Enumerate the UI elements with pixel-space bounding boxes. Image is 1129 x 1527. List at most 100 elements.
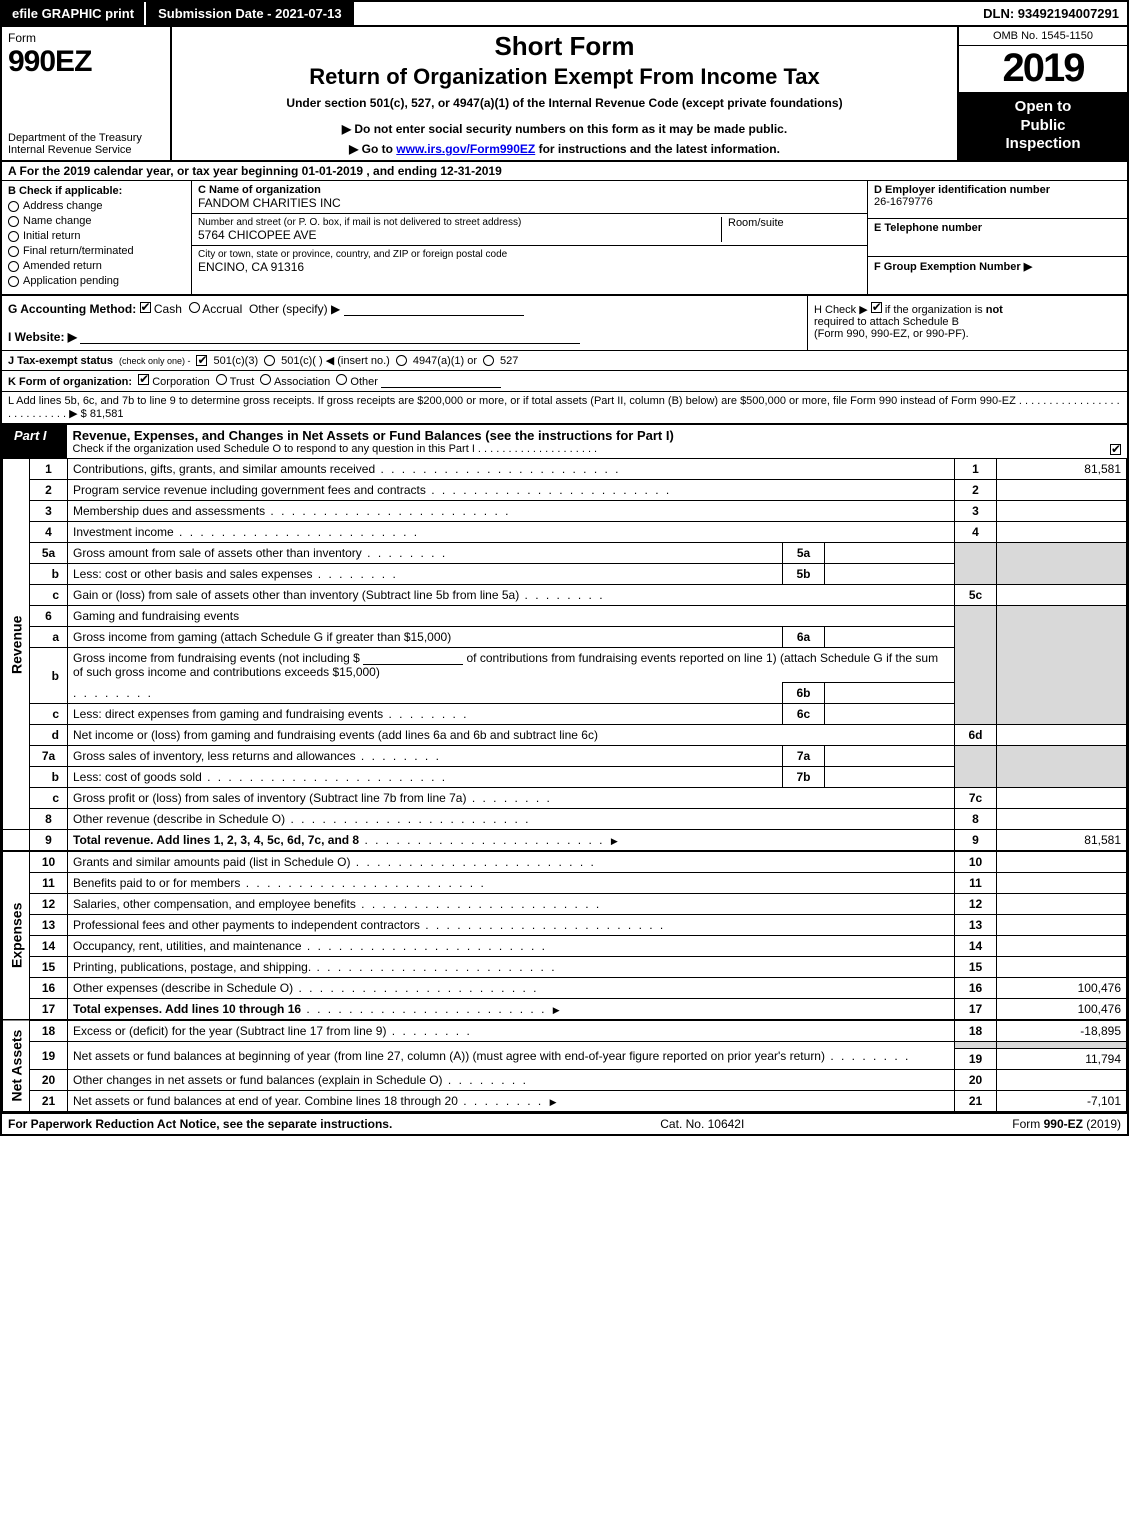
label-501c3: 501(c)(3) [213,355,258,367]
label-accrual: Accrual [202,302,242,316]
line-19-no: 19 [30,1042,68,1070]
checkbox-name-change[interactable] [8,216,19,227]
street-value: 5764 CHICOPEE AVE [198,228,721,242]
line-8-val [997,809,1127,830]
line-10-row: Expenses 10 Grants and similar amounts p… [3,851,1127,873]
header-center: Short Form Return of Organization Exempt… [172,27,957,160]
irs-label: Internal Revenue Service [8,144,164,156]
line-5b-desc: Less: cost or other basis and sales expe… [73,567,312,581]
line-5c-val [997,585,1127,606]
line-17-colno: 17 [955,999,997,1021]
line-10-colno: 10 [955,851,997,873]
line-16-colno: 16 [955,978,997,999]
checkbox-corporation[interactable] [138,374,149,385]
dots-icon [466,791,551,805]
line-7a-no: 7a [30,746,68,767]
line-20-row: 20 Other changes in net assets or fund b… [3,1070,1127,1091]
dots-icon [265,504,510,518]
line-21-no: 21 [30,1091,68,1112]
line-7b-minival [825,767,955,788]
info-block: B Check if applicable: Address change Na… [2,181,1127,296]
line-5a-row: 5a Gross amount from sale of assets othe… [3,543,1127,564]
short-form-title: Short Form [178,31,951,62]
line-2-row: 2 Program service revenue including gove… [3,480,1127,501]
shade-6-val [997,606,1127,725]
line-4-val [997,522,1127,543]
dots-icon [73,686,153,700]
line-10-val [997,851,1127,873]
section-j: J Tax-exempt status (check only one) - 5… [2,351,1127,371]
dots-icon [240,876,485,890]
line-6b-no: b [30,648,68,704]
checkbox-4947a1[interactable] [396,355,407,366]
checkbox-final-return[interactable] [8,246,19,257]
line-14-val [997,936,1127,957]
line-1-colno: 1 [955,459,997,480]
section-k: K Form of organization: Corporation Trus… [2,371,1127,392]
checkbox-other-org[interactable] [336,374,347,385]
line-20-val [997,1070,1127,1091]
checkbox-application-pending[interactable] [8,276,19,287]
line-16-row: 16 Other expenses (describe in Schedule … [3,978,1127,999]
checkbox-initial-return[interactable] [8,231,19,242]
checkbox-h[interactable] [871,302,882,313]
line-5c-colno: 5c [955,585,997,606]
line-1-no: 1 [30,459,68,480]
topbar-spacer [354,2,976,25]
form-word: Form [8,31,164,45]
label-amended-return: Amended return [23,260,102,272]
line-19-row-a: 19 Net assets or fund balances at beginn… [3,1042,1127,1049]
dots-icon [293,981,538,995]
checkbox-trust[interactable] [216,374,227,385]
label-501c-blank: 501(c)( ) ◀ (insert no.) [281,354,390,367]
line-8-desc: Other revenue (describe in Schedule O) [73,812,285,826]
line-6b-desc-pre: Gross income from fundraising events (no… [73,651,360,665]
label-address-change: Address change [23,200,103,212]
shade-7ab [955,746,997,788]
checkbox-501c[interactable] [264,355,275,366]
line-6d-row: d Net income or (loss) from gaming and f… [3,725,1127,746]
checkbox-501c3[interactable] [196,355,207,366]
other-org-input[interactable] [381,375,501,388]
checkbox-association[interactable] [260,374,271,385]
checkbox-accrual[interactable] [189,302,200,313]
line-15-colno: 15 [955,957,997,978]
website-input[interactable] [80,331,580,344]
line-3-desc: Membership dues and assessments [73,504,265,518]
h-not: not [986,304,1003,316]
line-5b-mini: 5b [783,564,825,585]
line-21-colno: 21 [955,1091,997,1112]
header-left: Form 990EZ Department of the Treasury In… [2,27,172,160]
line-5b-minival [825,564,955,585]
dots-icon [302,939,547,953]
i-label: I Website: ▶ [8,330,77,344]
telephone-label: E Telephone number [874,222,1121,234]
line-15-val [997,957,1127,978]
other-specify-input[interactable] [344,303,524,316]
line-4-row: 4 Investment income 4 [3,522,1127,543]
checkbox-schedule-o-part1[interactable] [1110,444,1121,455]
checkbox-527[interactable] [483,355,494,366]
netassets-side-label: Net Assets [3,1020,30,1112]
line-15-row: 15 Printing, publications, postage, and … [3,957,1127,978]
dots-icon [825,1049,910,1063]
label-cash: Cash [154,302,182,316]
checkbox-amended-return[interactable] [8,261,19,272]
section-b-title: B Check if applicable: [8,185,185,197]
checkbox-cash[interactable] [140,302,151,313]
efile-print-button[interactable]: efile GRAPHIC print [2,2,146,25]
label-corporation: Corporation [152,376,209,388]
line-7c-no: c [30,788,68,809]
line-18-val: -18,895 [997,1020,1127,1042]
ein-value: 26-1679776 [874,196,1121,208]
line-6b-input[interactable] [363,652,463,665]
goto-link[interactable]: www.irs.gov/Form990EZ [396,142,535,156]
label-initial-return: Initial return [23,230,80,242]
omb-number: OMB No. 1545-1150 [959,27,1127,46]
line-5a-mini: 5a [783,543,825,564]
dots-icon [174,525,419,539]
checkbox-address-change[interactable] [8,201,19,212]
line-8-row: 8 Other revenue (describe in Schedule O)… [3,809,1127,830]
line-7b-no: b [30,767,68,788]
line-16-no: 16 [30,978,68,999]
